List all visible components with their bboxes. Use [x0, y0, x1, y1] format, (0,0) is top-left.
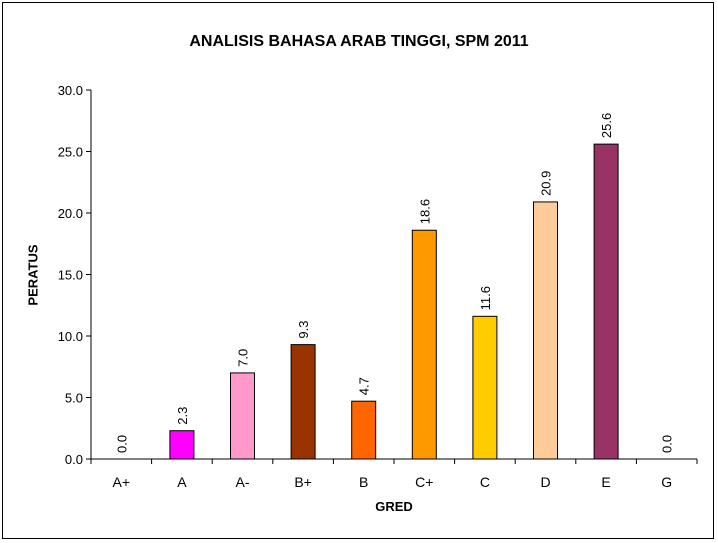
x-tick-label: B: [359, 474, 368, 490]
bar: [230, 372, 255, 460]
x-tick-label: A-: [236, 474, 250, 490]
bar-value-label: 18.6: [417, 199, 432, 224]
bar: [593, 143, 619, 460]
chart-title: ANALISIS BAHASA ARAB TINGGI, SPM 2011: [189, 33, 529, 50]
bar-value-label: 11.6: [478, 286, 493, 310]
bar: [169, 430, 195, 460]
y-tick-label: 0.0: [65, 452, 83, 467]
bar: [290, 344, 316, 460]
x-tick-label: E: [601, 474, 610, 490]
y-tick-label: 20.0: [58, 206, 83, 221]
bar-value-label: 20.9: [539, 171, 554, 196]
y-tick-label: 10.0: [58, 329, 83, 344]
y-tick-label: 5.0: [65, 391, 83, 406]
bar-value-label: 25.6: [599, 113, 614, 138]
x-tick-label: C+: [415, 474, 433, 490]
y-tick-label: 25.0: [58, 145, 83, 160]
bar-value-label: 7.0: [236, 349, 251, 367]
bar: [472, 315, 498, 460]
bar: [533, 201, 558, 460]
x-tick-label: G: [661, 474, 672, 490]
bar: [351, 400, 377, 460]
bar-value-label: 0.0: [660, 435, 675, 453]
x-tick-label: B+: [294, 474, 312, 490]
bar-value-label: 4.7: [357, 377, 372, 395]
bar-value-label: 9.3: [296, 321, 311, 339]
bar-value-label: 0.0: [114, 435, 129, 453]
x-tick-label: C: [480, 474, 490, 490]
y-tick-label: 30.0: [58, 83, 83, 98]
x-tick-label: A+: [113, 474, 131, 490]
bar-value-label: 2.3: [175, 407, 190, 425]
bar: [411, 229, 437, 460]
y-tick-label: 15.0: [58, 268, 83, 283]
x-tick-label: D: [540, 474, 550, 490]
x-axis-label: GRED: [375, 499, 413, 514]
x-tick-label: A: [177, 474, 187, 490]
